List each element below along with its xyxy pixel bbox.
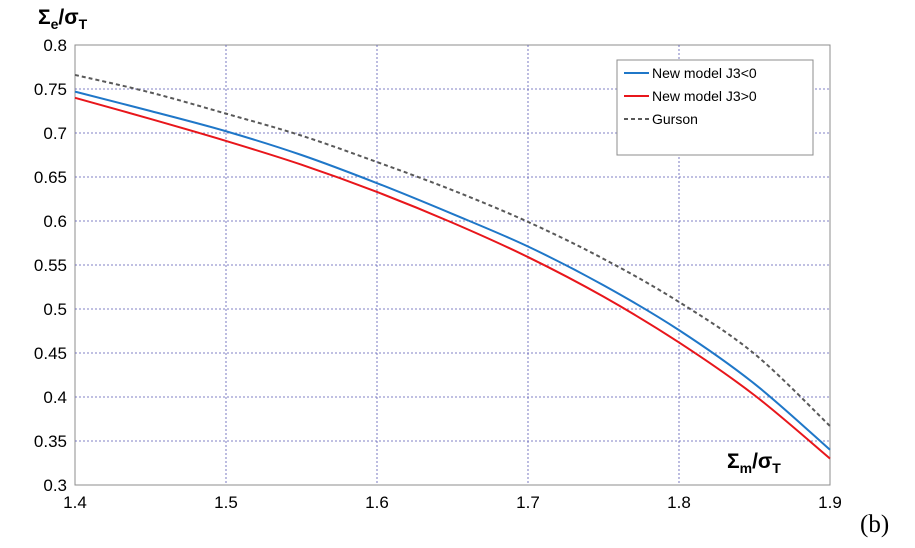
x-tick-label: 1.8 [667,493,691,512]
tick-labels: 1.4 1.5 1.6 1.7 1.8 1.9 0.3 0.35 0.4 0.45 0.5 0.55 0… [34,36,842,512]
y-axis-label: Σe/σT [38,6,88,32]
x-label-sub: m [740,460,752,476]
grid [75,45,830,485]
y-tick-label: 0.45 [34,344,67,363]
legend-label-gurson: Gurson [652,111,698,127]
y-tick-label: 0.35 [34,432,67,451]
x-label-main: Σ [727,450,740,473]
series-line-new-model-j3-0 [74,90,831,451]
y-tick-label: 0.65 [34,168,67,187]
series-line-new-model-j3-0 [74,96,831,460]
legend-label-j3-negative: New model J3<0 [652,65,757,81]
y-label-slash: / [58,6,64,29]
y-tick-label: 0.5 [43,300,67,319]
x-tick-label: 1.6 [365,493,389,512]
x-axis-label: Σm/σT [727,450,781,476]
panel-label: (b) [860,511,889,538]
x-tick-label: 1.7 [516,493,540,512]
x-label-main2: σ [758,450,772,473]
y-tick-label: 0.6 [43,212,67,231]
y-tick-label: 0.7 [43,124,67,143]
x-label-sub2: T [772,460,781,476]
series-line-gurson [74,73,831,427]
legend-box [616,59,814,156]
x-tick-label: 1.9 [818,493,842,512]
x-tick-label: 1.4 [63,493,87,512]
y-label-sub2: T [79,16,88,32]
series-lines [74,73,831,460]
y-tick-label: 0.8 [43,36,67,55]
y-label-sub: e [51,16,59,32]
y-label-main2: σ [64,6,78,29]
legend: New model J3<0 New model J3>0 Gurson [616,59,814,156]
y-tick-label: 0.75 [34,80,67,99]
y-tick-label: 0.55 [34,256,67,275]
legend-label-j3-positive: New model J3>0 [652,88,757,104]
y-tick-label: 0.4 [43,388,67,407]
x-label-slash: / [752,450,758,473]
y-tick-label: 0.3 [43,476,67,495]
x-tick-label: 1.5 [214,493,238,512]
y-label-main: Σ [38,6,51,29]
